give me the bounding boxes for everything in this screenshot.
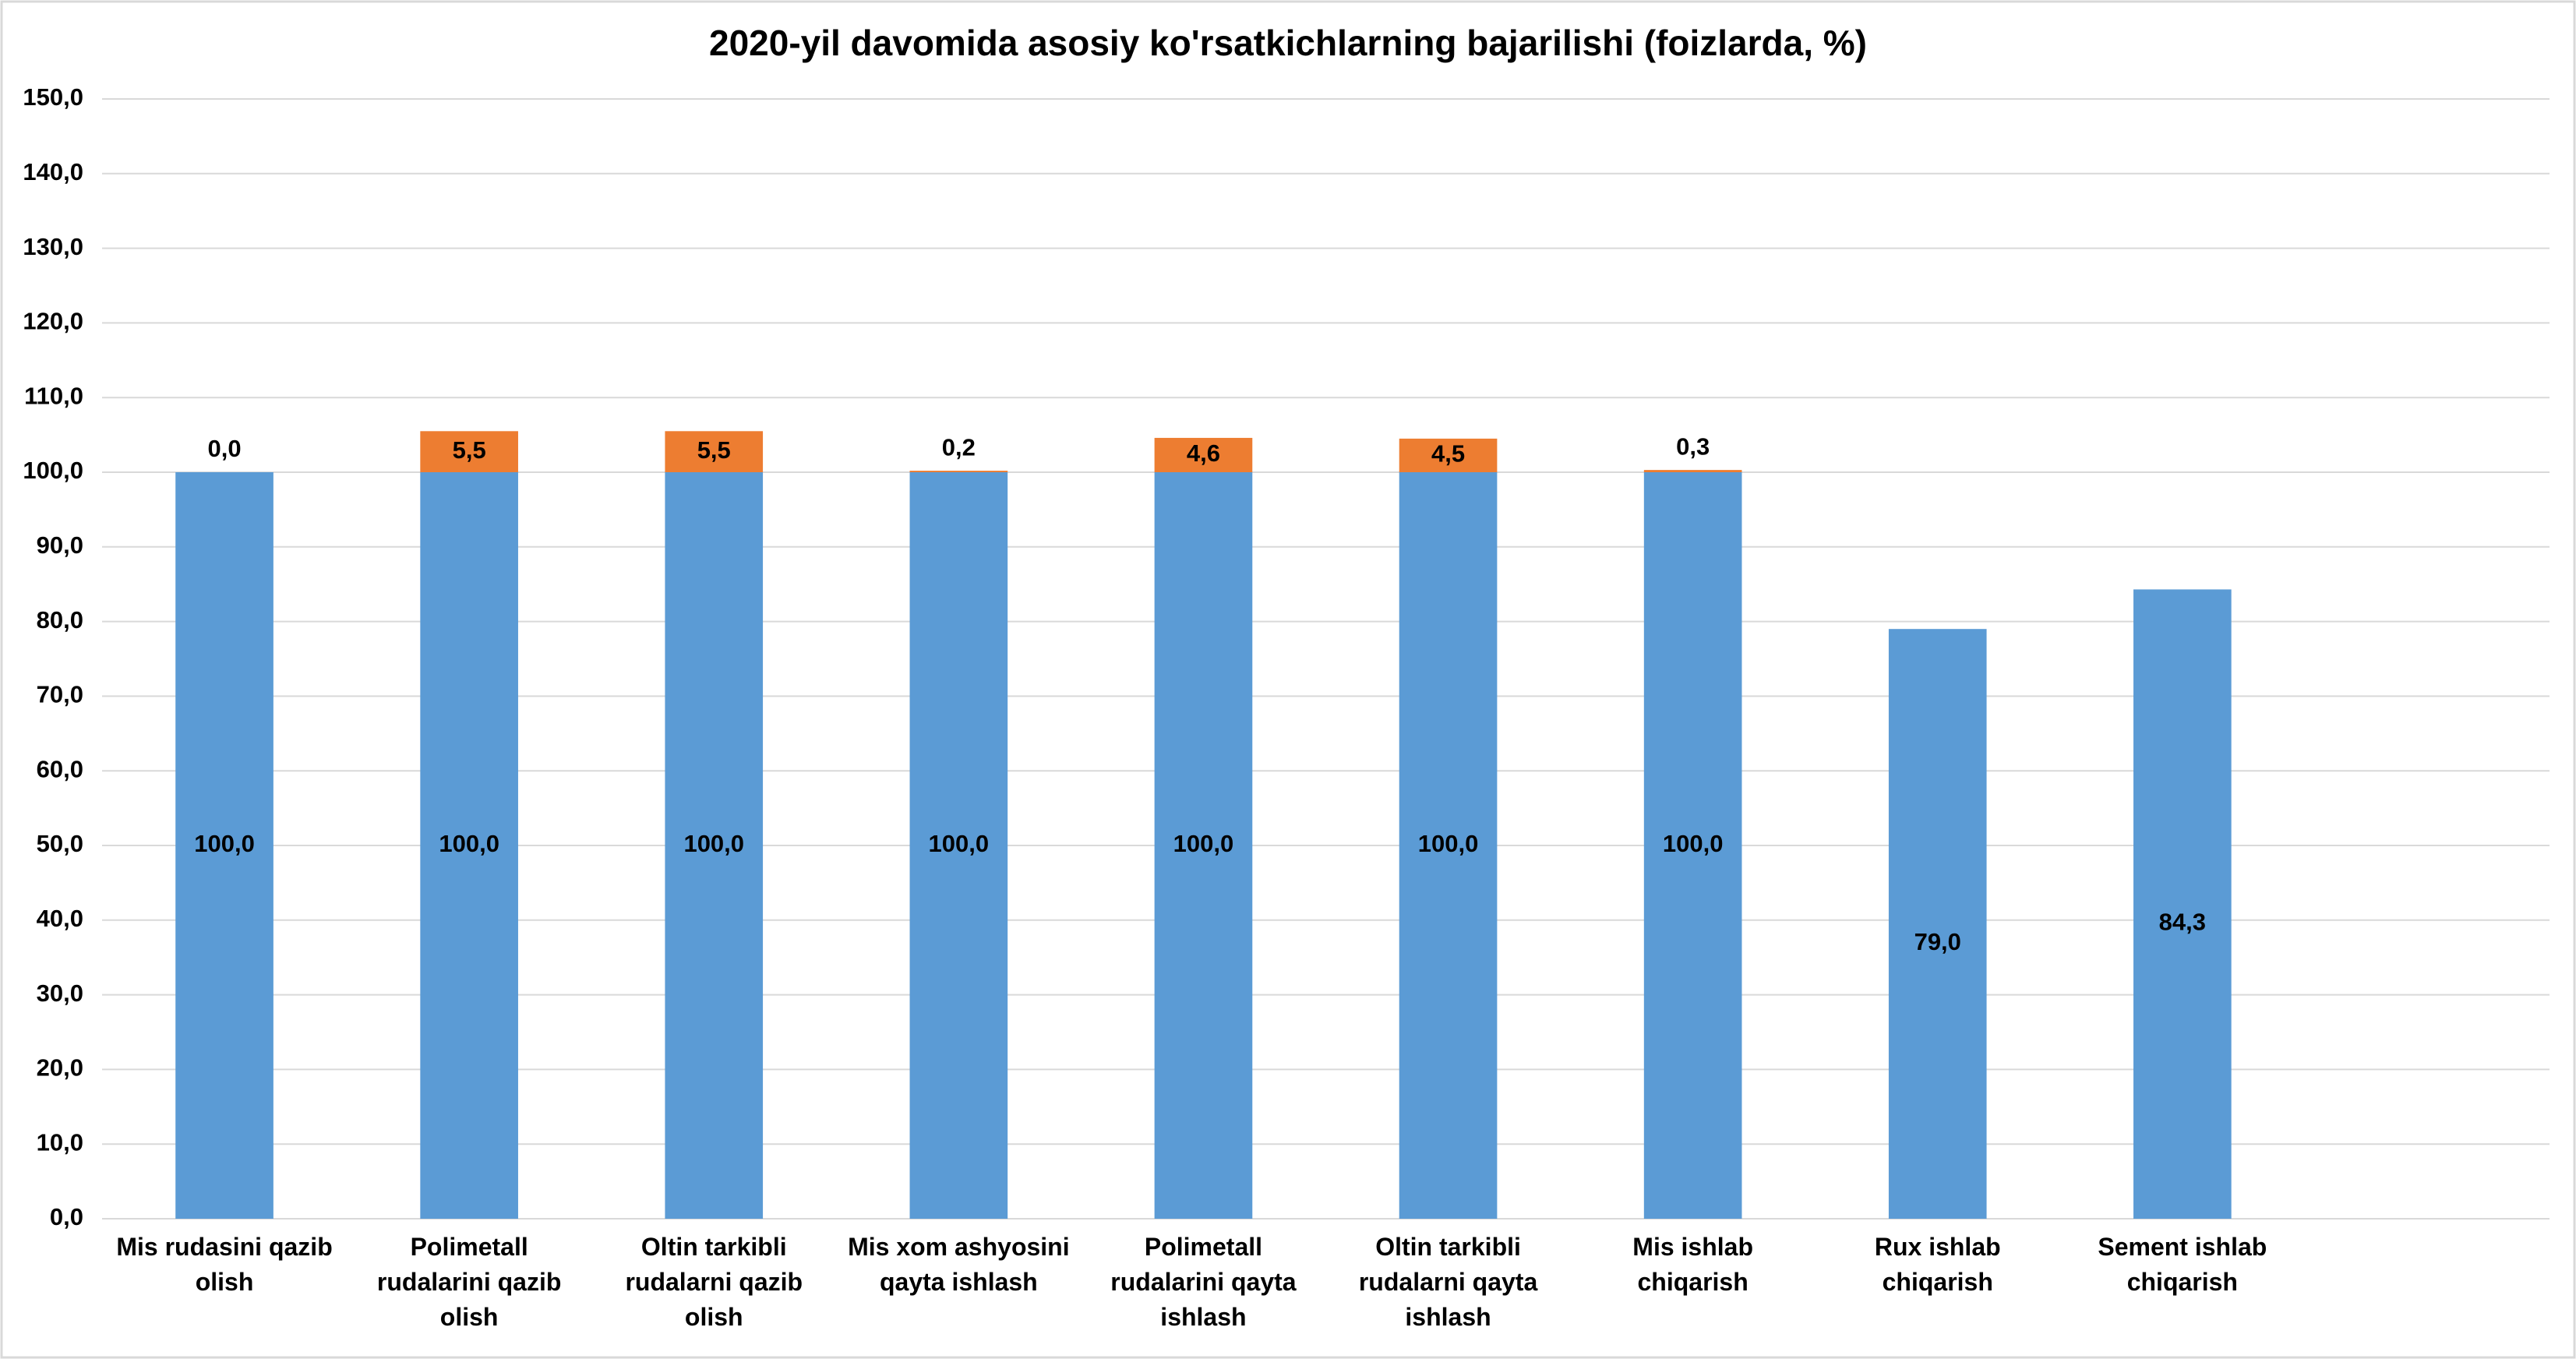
y-tick-label: 120,0 xyxy=(23,308,83,335)
y-tick-label: 90,0 xyxy=(37,531,83,559)
x-tick-label: Mis xom ashyosini qayta ishlash xyxy=(848,1233,1070,1296)
bar-segment xyxy=(175,472,273,1219)
bar-segment xyxy=(420,431,518,472)
bar-segment xyxy=(1154,437,1253,472)
y-tick-label: 80,0 xyxy=(37,606,83,634)
bar-segment xyxy=(1399,438,1498,472)
data-label: 5,5 xyxy=(697,436,731,464)
y-tick-label: 50,0 xyxy=(37,830,83,857)
x-tick-label: Polimetall rudalarini qazib olish xyxy=(376,1233,562,1331)
x-tick-label: Rux ishlab chiqarish xyxy=(1874,1233,2001,1296)
data-label: 0,0 xyxy=(207,435,241,462)
bar-segment xyxy=(909,471,1008,472)
y-tick-label: 150,0 xyxy=(23,83,83,111)
y-tick-label: 140,0 xyxy=(23,158,83,185)
y-tick-label: 60,0 xyxy=(37,755,83,782)
y-tick-label: 10,0 xyxy=(37,1128,83,1156)
x-tick-label: Mis ishlab chiqarish xyxy=(1632,1233,1753,1296)
bar-segment xyxy=(665,472,764,1219)
bar-segment xyxy=(420,472,518,1219)
data-label: 100,0 xyxy=(929,830,990,857)
bar-segment xyxy=(1154,472,1253,1219)
data-label: 0,3 xyxy=(1676,432,1710,460)
y-tick-label: 30,0 xyxy=(37,980,83,1007)
data-label: 100,0 xyxy=(194,830,255,857)
data-label: 100,0 xyxy=(439,830,499,857)
bar-segment xyxy=(1888,629,1987,1219)
y-tick-label: 40,0 xyxy=(37,905,83,932)
x-tick-label: Oltin tarkibli rudalarni qazib olish xyxy=(625,1233,803,1331)
data-label: 100,0 xyxy=(1173,830,1234,857)
data-label: 4,5 xyxy=(1431,440,1465,468)
y-tick-label: 70,0 xyxy=(37,681,83,708)
bar-segment xyxy=(665,431,764,472)
data-label: 5,5 xyxy=(453,436,486,464)
x-tick-label: Sement ishlab chiqarish xyxy=(2098,1233,2267,1296)
bar-segment xyxy=(1643,472,1742,1219)
y-tick-label: 0,0 xyxy=(50,1203,83,1230)
data-label: 84,3 xyxy=(2159,908,2206,935)
x-tick-label: Mis rudasini qazib olish xyxy=(116,1233,333,1296)
y-tick-label: 130,0 xyxy=(23,233,83,260)
bar-segment xyxy=(2133,589,2232,1219)
data-label: 79,0 xyxy=(1914,928,1961,955)
y-tick-label: 20,0 xyxy=(37,1054,83,1082)
data-label: 100,0 xyxy=(683,830,744,857)
bar-segment xyxy=(1399,472,1498,1219)
data-label: 100,0 xyxy=(1663,830,1724,857)
x-tick-label: Polimetall rudalarini qayta ishlash xyxy=(1110,1233,1297,1331)
x-tick-label: Oltin tarkibli rudalarni qayta ishlash xyxy=(1358,1233,1538,1331)
chart-title: 2020-yil davomida asosiy ko'rsatkichlarn… xyxy=(709,23,1867,63)
y-tick-label: 100,0 xyxy=(23,457,83,484)
bar-segment xyxy=(1643,470,1742,472)
data-label: 0,2 xyxy=(942,433,976,461)
data-label: 4,6 xyxy=(1187,439,1220,467)
bar-segment xyxy=(909,472,1008,1219)
data-label: 100,0 xyxy=(1418,830,1479,857)
y-tick-label: 110,0 xyxy=(24,382,83,409)
